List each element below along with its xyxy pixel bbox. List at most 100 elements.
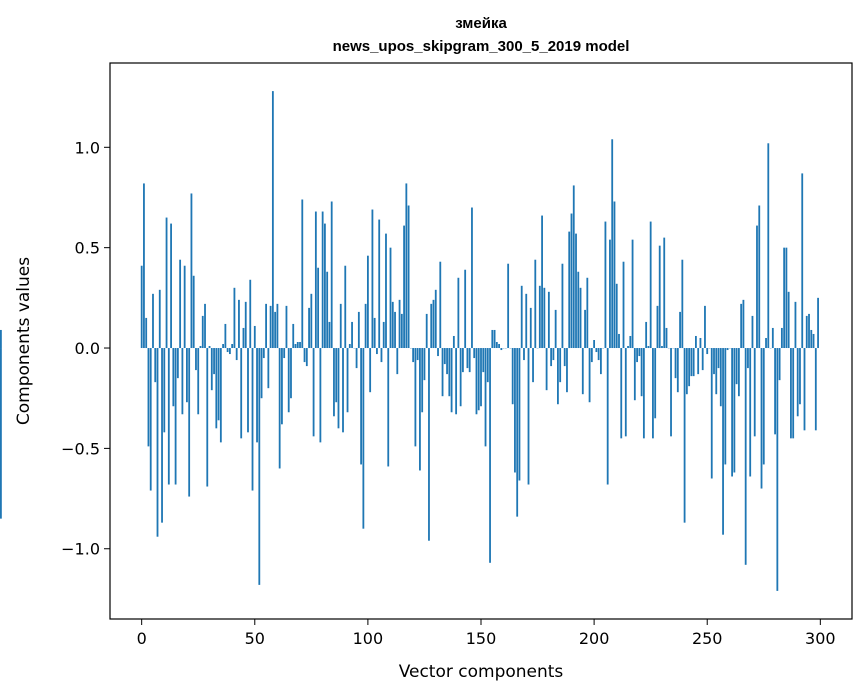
bar: [292, 323, 295, 349]
bar: [706, 348, 709, 355]
y-axis-label: Components values: [14, 257, 34, 425]
bar: [224, 323, 227, 349]
bar-series: [0, 91, 819, 591]
bar: [360, 348, 363, 465]
bar: [328, 321, 331, 349]
y-tick-label: 0.0: [75, 339, 100, 358]
bar: [762, 348, 765, 465]
bar: [552, 348, 555, 361]
bar: [197, 348, 200, 415]
bar: [722, 348, 724, 535]
bar: [545, 348, 548, 391]
bar: [258, 348, 261, 585]
bar: [382, 321, 385, 349]
bar: [627, 346, 629, 349]
bar: [737, 348, 740, 397]
bar: [400, 313, 403, 349]
bar: [330, 201, 333, 349]
bar: [391, 301, 394, 349]
bar: [324, 223, 326, 349]
bar: [471, 207, 473, 349]
bar: [407, 205, 410, 349]
x-axis: 0 50 100 150 200 250 300: [137, 619, 836, 648]
bar: [532, 348, 534, 383]
bar: [572, 185, 575, 349]
bar: [803, 348, 806, 431]
bar: [242, 327, 245, 349]
bar: [265, 303, 267, 349]
bar: [260, 348, 263, 399]
bar: [799, 348, 801, 405]
bar: [188, 348, 191, 497]
bar: [588, 348, 591, 403]
bar: [425, 313, 428, 349]
bar: [480, 348, 482, 407]
bar: [751, 315, 754, 349]
bar: [339, 303, 342, 349]
bar: [817, 297, 819, 349]
bar: [147, 348, 150, 447]
bar: [810, 329, 813, 349]
bar: [690, 348, 693, 377]
bar: [735, 348, 738, 385]
bar: [500, 348, 503, 351]
bar: [529, 307, 532, 349]
bar: [561, 263, 564, 349]
bar: [219, 348, 222, 443]
bar: [450, 348, 453, 413]
bar: [228, 348, 231, 355]
bar: [796, 348, 799, 417]
bar: [290, 348, 292, 399]
bar: [238, 299, 240, 349]
x-tick-label: 0: [137, 629, 147, 648]
bar: [681, 259, 684, 349]
bar: [489, 348, 491, 563]
bar: [699, 337, 702, 349]
bar: [511, 348, 514, 405]
x-tick-label: 250: [692, 629, 723, 648]
bar: [597, 348, 600, 361]
bar: [333, 348, 335, 417]
bar: [563, 348, 566, 367]
bar: [285, 305, 288, 349]
bar: [733, 348, 736, 473]
bar: [554, 309, 557, 349]
bar: [439, 261, 442, 349]
bar: [468, 348, 471, 373]
bar: [267, 348, 270, 389]
bar: [615, 283, 618, 349]
bar: [656, 305, 659, 349]
bar: [398, 299, 401, 349]
bar: [491, 329, 494, 349]
bar: [140, 265, 143, 349]
bar: [419, 348, 421, 471]
bar: [457, 277, 460, 349]
bar: [586, 277, 589, 349]
bar: [649, 221, 652, 349]
bar: [416, 348, 419, 361]
bar: [550, 348, 553, 367]
bar: [516, 348, 519, 517]
bar: [396, 348, 399, 375]
bar: [206, 348, 209, 487]
bar: [808, 313, 810, 349]
bar: [658, 245, 661, 349]
bar: [389, 247, 392, 349]
bar: [348, 344, 351, 349]
bar: [394, 311, 396, 349]
bar: [432, 299, 435, 349]
bar: [362, 348, 365, 529]
bar: [466, 348, 469, 369]
bar: [609, 239, 611, 349]
bar: [805, 315, 808, 349]
bar: [283, 348, 286, 359]
bar: [568, 231, 571, 349]
bar: [199, 346, 202, 349]
bar: [765, 337, 767, 349]
bar: [165, 217, 168, 349]
bar: [455, 348, 458, 415]
bar: [527, 348, 530, 485]
bar: [543, 287, 546, 349]
bar: [346, 348, 349, 413]
bar: [715, 348, 718, 395]
